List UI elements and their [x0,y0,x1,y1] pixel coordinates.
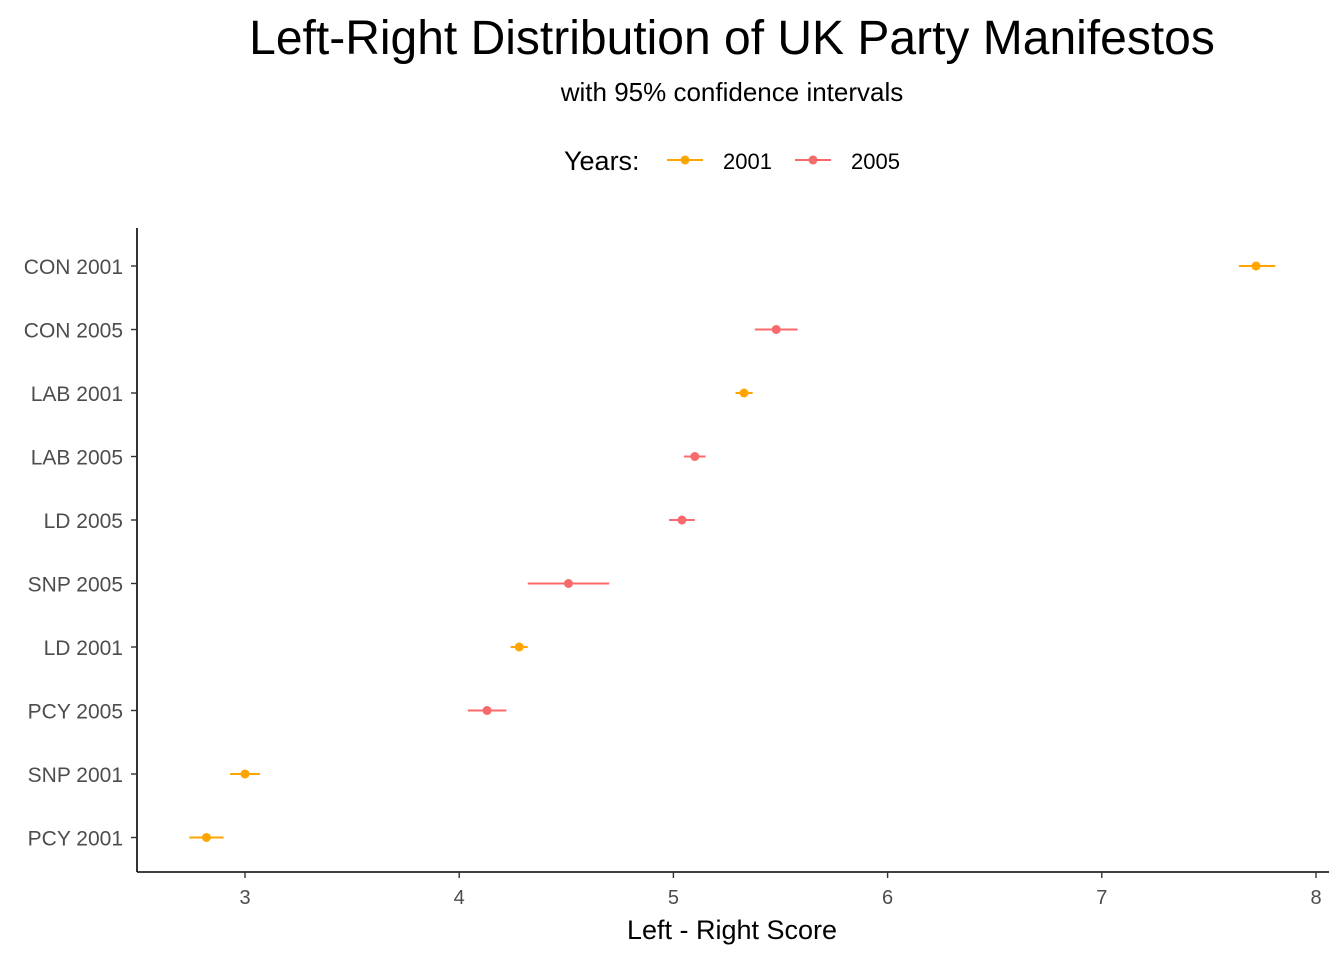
chart-subtitle: with 95% confidence intervals [560,77,904,107]
legend: Years: 2001 2005 [564,146,900,176]
y-tick-label: LD 2001 [44,637,123,660]
x-tick-label: 4 [454,887,465,909]
y-tick-label: LD 2005 [44,510,123,533]
data-point [690,452,700,461]
data-point [1251,261,1261,271]
y-tick-label: CON 2005 [24,320,123,343]
x-tick-label: 6 [882,887,893,909]
data-point [240,769,250,779]
data-point [771,325,781,334]
plot-marks [189,261,1276,842]
x-tick-label: 3 [239,887,250,909]
data-point [514,642,524,652]
data-point [739,388,749,398]
data-point [677,515,687,525]
y-tick-label: SNP 2001 [28,764,123,787]
y-tick-label: CON 2001 [24,256,123,279]
legend-label-2005: 2005 [851,149,900,174]
y-tick-label: PCY 2005 [28,701,123,724]
data-point [201,833,211,842]
x-axis: 3 4 5 6 7 8 [137,871,1329,909]
x-axis-label: Left - Right Score [627,915,837,945]
data-point [482,706,492,715]
y-tick-label: LAB 2001 [31,383,123,406]
legend-title: Years: [564,146,640,176]
y-tick-label: SNP 2005 [28,574,123,597]
chart-title: Left-Right Distribution of UK Party Mani… [249,12,1215,65]
legend-key-point-2005 [808,155,818,165]
x-tick-label: 8 [1310,887,1321,909]
x-tick-label: 7 [1096,887,1107,909]
x-tick-label: 5 [668,887,679,909]
legend-key-point-2001 [680,155,690,165]
legend-entries: 2001 2005 [667,149,900,174]
legend-label-2001: 2001 [723,149,772,174]
data-point [563,579,573,588]
y-axis: CON 2001 CON 2005 LAB 2001 LAB 2005 LD 2005 S… [24,228,138,872]
y-tick-label: LAB 2005 [31,447,123,470]
y-tick-label: PCY 2001 [28,828,123,851]
